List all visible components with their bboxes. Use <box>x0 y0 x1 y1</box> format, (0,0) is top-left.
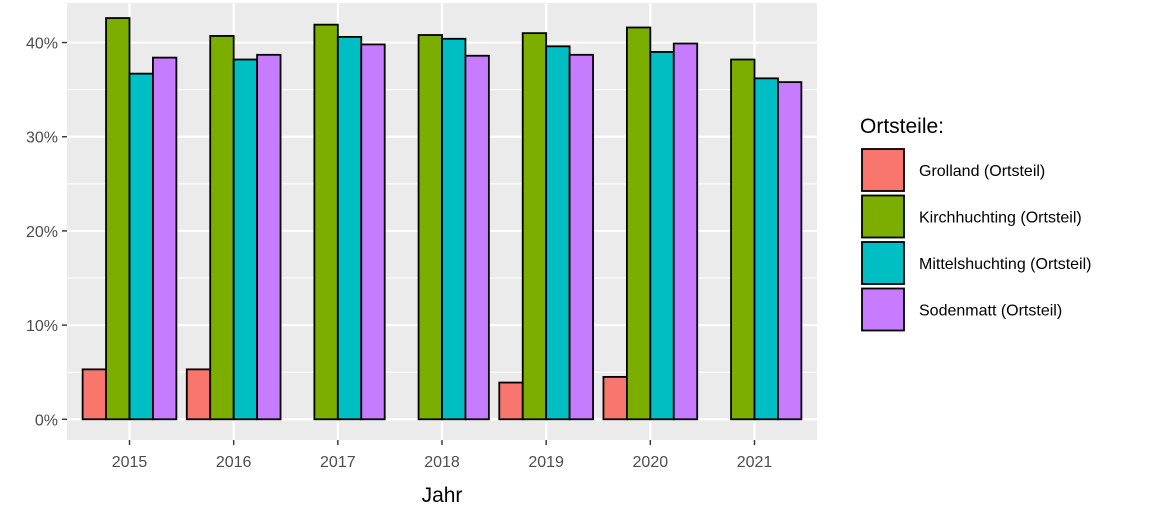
x-tick-label: 2020 <box>633 454 669 471</box>
legend-swatch <box>861 287 905 332</box>
bar <box>753 77 779 421</box>
bar <box>232 58 259 421</box>
legend-items: Grolland (Ortsteil) Kirchhuchting (Ortste… <box>861 148 1092 332</box>
bar <box>730 58 756 421</box>
bar <box>441 37 467 421</box>
bar <box>625 26 652 421</box>
y-tick-label: 30% <box>26 130 58 147</box>
bar <box>417 34 443 421</box>
y-axis: 0% 10% 20% 30% 40% <box>26 36 67 429</box>
bar <box>777 81 803 421</box>
bar <box>545 45 571 421</box>
x-tick-label: 2015 <box>112 454 148 471</box>
bar <box>81 368 107 421</box>
y-tick-label: 20% <box>26 224 58 241</box>
bar <box>464 54 490 421</box>
y-tick-label: 40% <box>26 36 58 53</box>
legend-title: Ortsteile: <box>860 115 944 138</box>
y-tick-label: 10% <box>26 318 58 335</box>
x-tick-label: 2018 <box>424 454 460 471</box>
legend-label: Mittelshuchting (Ortsteil) <box>919 256 1092 273</box>
x-tick-label: 2017 <box>320 454 356 471</box>
y-tick-label: 0% <box>35 412 58 429</box>
legend-label: Sodenmatt (Ortsteil) <box>919 303 1062 320</box>
bar <box>521 32 548 421</box>
bar <box>360 43 386 421</box>
x-tick-label: 2019 <box>528 454 564 471</box>
x-tick-label: 2016 <box>216 454 252 471</box>
bars <box>81 17 803 421</box>
legend-swatch <box>861 241 905 285</box>
bar <box>128 72 154 421</box>
bar <box>336 36 363 421</box>
legend-swatch <box>861 148 905 192</box>
bar <box>568 53 594 421</box>
x-axis: 2015 2016 2017 2018 2019 2020 2021 <box>112 440 773 471</box>
x-tick-label: 2021 <box>737 454 773 471</box>
legend: Ortsteile: Grolland (Ortsteil) Kirchhucht… <box>860 115 1092 332</box>
bar <box>152 56 178 421</box>
bar <box>498 381 524 421</box>
bar <box>256 53 282 421</box>
bar <box>602 375 628 421</box>
bar <box>649 51 675 421</box>
bar <box>185 368 212 421</box>
legend-label: Grolland (Ortsteil) <box>919 163 1045 180</box>
bar <box>209 35 235 421</box>
bar <box>313 23 339 421</box>
bar <box>105 17 131 421</box>
x-axis-title: Jahr <box>422 484 463 506</box>
legend-label: Kirchhuchting (Ortsteil) <box>919 210 1082 227</box>
legend-swatch <box>861 194 905 239</box>
bar <box>672 42 699 421</box>
